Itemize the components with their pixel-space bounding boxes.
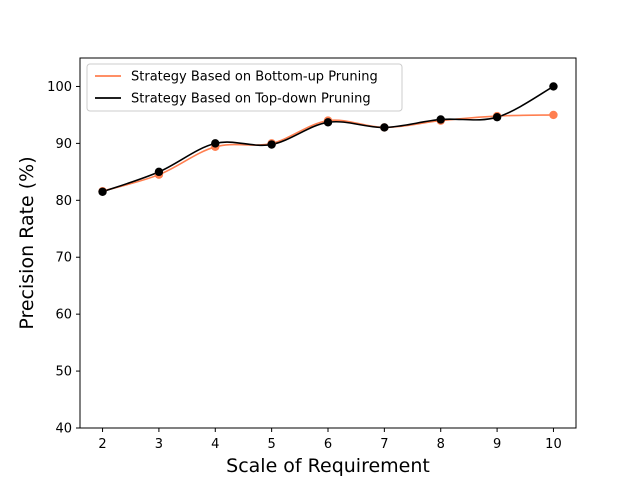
data-point-series-2 bbox=[98, 187, 107, 196]
legend-label-1: Strategy Based on Bottom-up Pruning bbox=[131, 70, 378, 85]
data-point-series-1 bbox=[549, 110, 558, 120]
plot-area-frame bbox=[79, 57, 577, 429]
data-point-series-2 bbox=[436, 115, 445, 124]
x-axis-title: Scale of Requirement bbox=[226, 455, 430, 477]
data-point-series-2 bbox=[549, 82, 558, 91]
y-axis-title: Precision Rate (%) bbox=[16, 156, 38, 329]
legend-box bbox=[86, 63, 403, 112]
x-tick-label: 6 bbox=[324, 437, 332, 452]
marker-layer bbox=[98, 82, 558, 196]
x-tick-label: 5 bbox=[267, 437, 275, 452]
legend-label-2: Strategy Based on Top-down Pruning bbox=[131, 92, 371, 107]
y-tick-label: 60 bbox=[55, 308, 72, 323]
x-tick-label: 2 bbox=[98, 437, 106, 452]
data-point-series-2 bbox=[211, 139, 220, 148]
x-tick-label: 9 bbox=[493, 437, 501, 452]
x-tick-label: 3 bbox=[155, 437, 163, 452]
x-axis: 2 3 4 5 6 7 8 9 10 bbox=[98, 428, 562, 452]
x-tick-label: 10 bbox=[545, 437, 562, 452]
legend: Strategy Based on Bottom-up Pruning Strat… bbox=[86, 63, 403, 112]
x-tick-label: 4 bbox=[211, 437, 219, 452]
y-axis: 40 50 60 70 80 90 100 bbox=[47, 80, 80, 437]
y-tick-label: 80 bbox=[55, 194, 72, 209]
y-tick-label: 70 bbox=[55, 251, 72, 266]
y-tick-label: 50 bbox=[55, 365, 72, 380]
data-point-series-2 bbox=[267, 140, 276, 149]
data-point-series-2 bbox=[380, 123, 389, 132]
x-tick-label: 7 bbox=[380, 437, 388, 452]
data-point-series-2 bbox=[323, 118, 333, 127]
y-tick-label: 100 bbox=[47, 80, 72, 95]
data-point-series-2 bbox=[492, 113, 502, 122]
y-tick-label: 40 bbox=[55, 422, 72, 437]
data-point-series-2 bbox=[154, 167, 164, 177]
y-tick-label: 90 bbox=[55, 137, 72, 152]
x-tick-label: 8 bbox=[437, 437, 445, 452]
